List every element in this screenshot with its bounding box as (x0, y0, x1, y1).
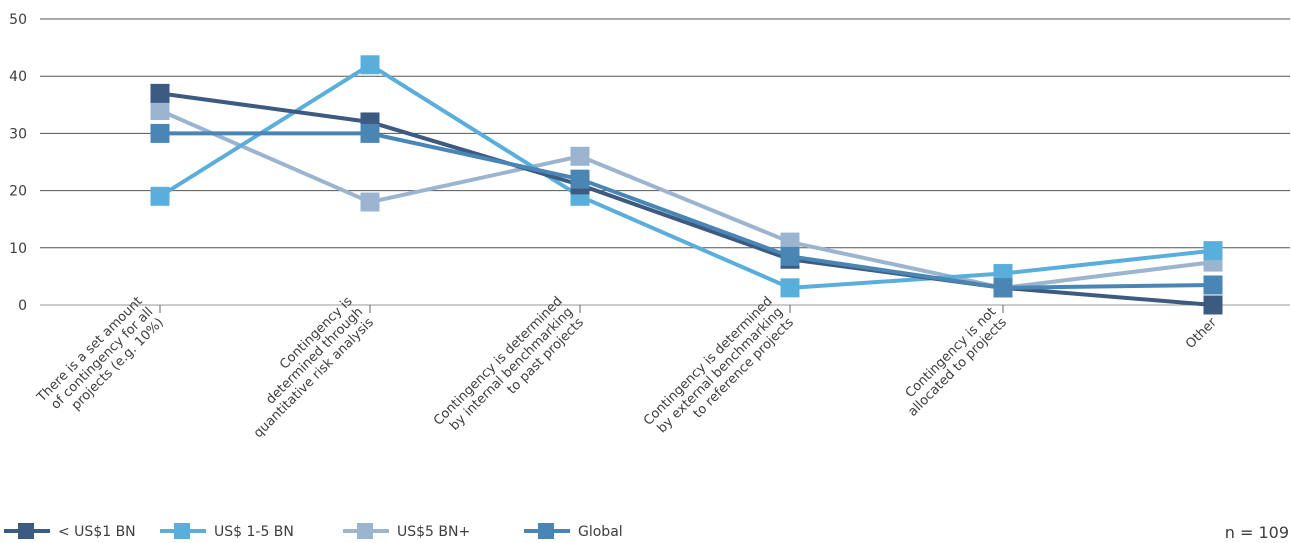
data-point (150, 186, 170, 206)
legend-item: US$5 BN+ (343, 523, 470, 540)
data-point (1203, 295, 1223, 315)
series-line (158, 62, 1214, 290)
data-point (360, 123, 380, 143)
category-label-line: Other (1183, 315, 1220, 352)
y-tick-label: 40 (9, 69, 27, 85)
legend-item: Global (524, 523, 623, 540)
legend-marker-swatch (174, 523, 190, 539)
x-axis-ticks (159, 305, 1214, 313)
category-label-line: Contingency is not (903, 305, 1000, 402)
legend-marker-swatch (357, 523, 373, 539)
y-tick-label: 10 (9, 241, 27, 257)
legend-label: US$5 BN+ (397, 524, 470, 540)
sample-size-label: n = 109 (1225, 523, 1289, 542)
data-point (360, 192, 380, 212)
legend-marker-swatch (538, 523, 554, 539)
series-line (159, 108, 1214, 290)
y-tick-label: 0 (18, 298, 27, 314)
data-point (1203, 275, 1223, 295)
series-4 (160, 131, 1214, 290)
category-label-line: allocated to projects (905, 315, 1010, 420)
category-label-line: determined through (263, 305, 366, 408)
series-line (160, 131, 1214, 290)
data-point (1203, 241, 1223, 261)
series-lines (150, 55, 1223, 315)
legend-item: US$ 1-5 BN (160, 523, 294, 540)
series-3 (159, 108, 1214, 290)
category-label-line: by internal benchmarking (447, 305, 576, 434)
category-label-line: of contingency for all (48, 305, 156, 413)
series-markers-4 (150, 123, 1223, 298)
data-point (570, 146, 590, 166)
data-point (780, 232, 800, 252)
data-point (150, 123, 170, 143)
legend-marker-swatch (18, 523, 34, 539)
y-tick-label: 20 (9, 184, 27, 200)
data-point (993, 278, 1013, 298)
series-line (159, 91, 1214, 307)
data-point (150, 83, 170, 103)
legend-label: US$ 1-5 BN (214, 524, 294, 540)
data-point (993, 264, 1013, 284)
legend-label: < US$1 BN (58, 524, 136, 540)
legend-item: < US$1 BN (4, 523, 136, 540)
series-1 (159, 91, 1214, 307)
category-label: Other (1183, 315, 1220, 352)
y-tick-label: 50 (9, 12, 27, 28)
category-label-line: by external benchmarking (655, 305, 787, 437)
series-2 (158, 62, 1214, 290)
legend-label: Global (578, 524, 623, 540)
data-point (150, 101, 170, 121)
data-point (780, 246, 800, 266)
data-point (570, 169, 590, 189)
series-markers-2 (150, 55, 1223, 298)
y-axis-tick-labels: 0 10 20 30 40 50 (9, 12, 27, 314)
data-point (360, 55, 380, 75)
y-tick-label: 30 (9, 126, 27, 142)
data-point (780, 278, 800, 298)
legend: < US$1 BN US$ 1-5 BN US$5 BN+ Global (4, 523, 623, 540)
